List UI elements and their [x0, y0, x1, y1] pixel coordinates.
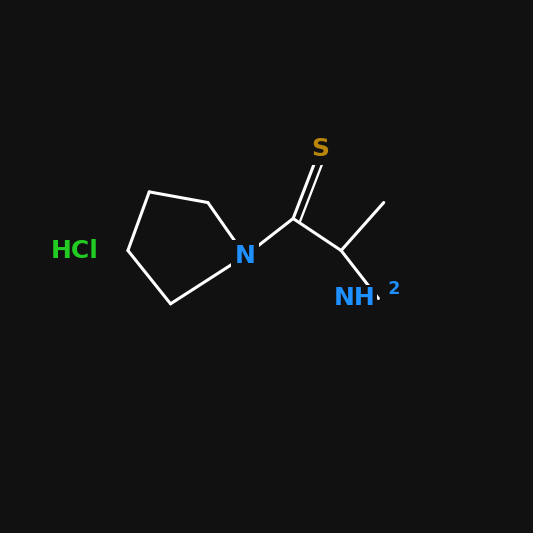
Text: S: S	[311, 137, 329, 161]
Text: NH: NH	[334, 286, 376, 311]
Text: N: N	[235, 244, 256, 268]
Text: HCl: HCl	[51, 238, 99, 263]
Text: 2: 2	[376, 280, 400, 298]
